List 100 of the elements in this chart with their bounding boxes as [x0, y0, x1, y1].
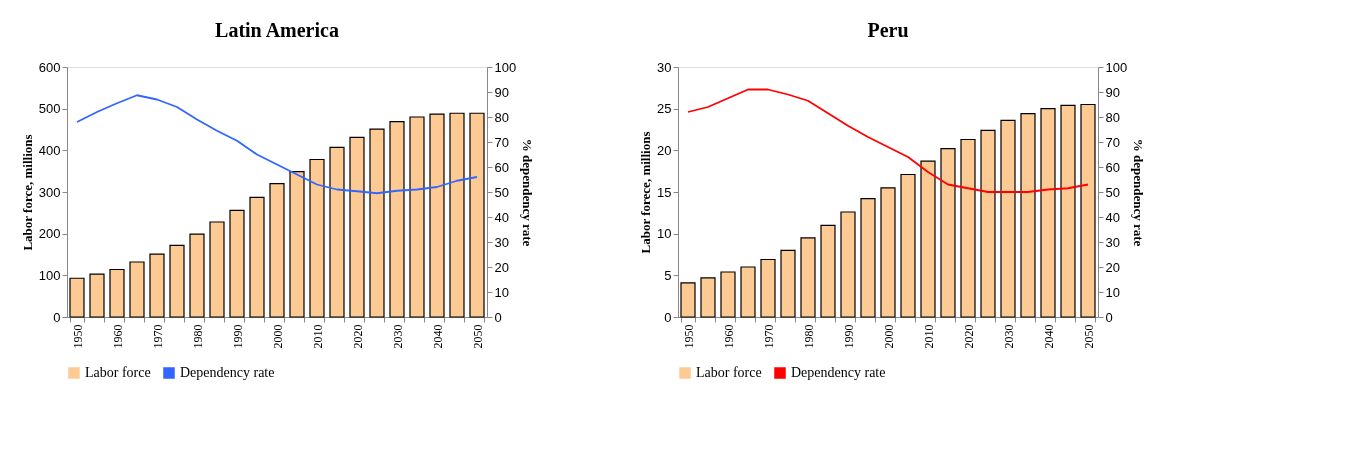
bar: [429, 113, 445, 318]
bar: [780, 249, 796, 318]
x-tick-label: 2030: [390, 324, 405, 349]
bar: [1000, 119, 1016, 318]
bar: [249, 196, 265, 318]
bar: [129, 261, 145, 318]
x-tick-label: 1990: [841, 324, 856, 349]
bar: [289, 170, 305, 318]
y2-tick-label: 20: [1105, 259, 1120, 275]
y-tick-label: 30: [657, 59, 672, 75]
bar: [189, 233, 205, 318]
bar: [840, 211, 856, 318]
bar: [760, 258, 776, 318]
x-tick-label: 2050: [470, 324, 485, 349]
bar: [1040, 108, 1056, 318]
bar: [389, 120, 405, 318]
bar: [740, 266, 756, 318]
y-tick-label: 400: [38, 142, 61, 158]
y2-tick-label: 50: [494, 184, 509, 200]
legend-label: Dependency rate: [180, 365, 275, 380]
y2-tick-label: 10: [494, 284, 509, 300]
x-tick-label: 2010: [921, 324, 936, 349]
y2-tick-label: 40: [494, 209, 509, 225]
x-tick-label: 2000: [270, 324, 285, 349]
x-tick-label: 2030: [1001, 324, 1016, 349]
chart-title: Latin America: [215, 19, 339, 41]
bar: [369, 128, 385, 318]
bar: [269, 183, 285, 318]
y-tick-label: 25: [657, 101, 672, 117]
legend-label: Dependency rate: [791, 365, 886, 380]
y2-tick-label: 30: [1105, 234, 1120, 250]
bar: [349, 136, 365, 318]
bar: [960, 138, 976, 318]
y-tick-label: 100: [38, 267, 61, 283]
x-tick-label: 1980: [801, 324, 816, 349]
y-tick-label: 600: [38, 59, 61, 75]
x-tick-label: 1960: [110, 324, 125, 349]
y2-tick-label: 60: [1105, 159, 1120, 175]
y2-tick-label: 100: [1105, 59, 1128, 75]
bar: [449, 112, 465, 318]
y-tick-label: 200: [38, 226, 61, 242]
bar: [820, 224, 836, 318]
y-tick-label: 300: [38, 184, 61, 200]
y-axis-title: Labor forece, millions: [638, 131, 654, 254]
bar: [880, 187, 896, 318]
x-tick-label: 2050: [1081, 324, 1096, 349]
y2-tick-label: 70: [494, 134, 509, 150]
y2-tick-label: 80: [494, 109, 509, 125]
y2-tick-label: 90: [494, 84, 509, 100]
x-tick-label: 1990: [230, 324, 245, 349]
y2-tick-label: 10: [1105, 284, 1120, 300]
legend-label: Labor force: [85, 365, 151, 380]
bar: [700, 277, 716, 318]
legend-label: Labor force: [696, 365, 762, 380]
bar: [1020, 113, 1036, 318]
y2-tick-label: 80: [1105, 109, 1120, 125]
bar: [800, 237, 816, 318]
bar: [900, 173, 916, 318]
bar: [69, 277, 85, 318]
bar: [940, 148, 956, 318]
y-tick-label: 10: [657, 226, 672, 242]
bar: [89, 273, 105, 318]
chart-title: Peru: [867, 19, 909, 41]
bar: [309, 158, 325, 318]
x-tick-label: 1950: [70, 324, 85, 349]
x-tick-label: 1970: [761, 324, 776, 349]
y2-tick-label: 20: [494, 259, 509, 275]
y2-tick-label: 30: [494, 234, 509, 250]
bar: [920, 160, 936, 318]
bar: [209, 221, 225, 318]
bar: [329, 146, 345, 318]
x-tick-label: 1960: [721, 324, 736, 349]
bar: [409, 116, 425, 318]
bar: [980, 129, 996, 318]
bar: [1060, 104, 1076, 318]
y2-tick-label: 0: [494, 309, 502, 325]
y-tick-label: 0: [664, 309, 672, 325]
y2-tick-label: 0: [1105, 309, 1113, 325]
y2-axis-title: % dependency rate: [520, 138, 536, 247]
bar: [229, 209, 245, 318]
y2-axis-title: % dependency rate: [1131, 138, 1147, 247]
bar: [680, 282, 696, 318]
x-tick-label: 2020: [350, 324, 365, 349]
bar: [720, 271, 736, 318]
x-tick-label: 2040: [430, 324, 445, 349]
bar: [1080, 103, 1096, 318]
y2-tick-label: 50: [1105, 184, 1120, 200]
y2-tick-label: 60: [494, 159, 509, 175]
bar: [109, 268, 125, 318]
x-tick-label: 1980: [190, 324, 205, 349]
y2-tick-label: 90: [1105, 84, 1120, 100]
x-tick-label: 2040: [1041, 324, 1056, 349]
y2-tick-label: 70: [1105, 134, 1120, 150]
line-series: [687, 88, 1089, 193]
x-tick-label: 2000: [881, 324, 896, 349]
x-tick-label: 2010: [310, 324, 325, 349]
y-tick-label: 500: [38, 101, 61, 117]
y-tick-label: 5: [664, 267, 672, 283]
y-axis-title: Labor force, millions: [19, 134, 35, 251]
bar: [149, 253, 165, 318]
